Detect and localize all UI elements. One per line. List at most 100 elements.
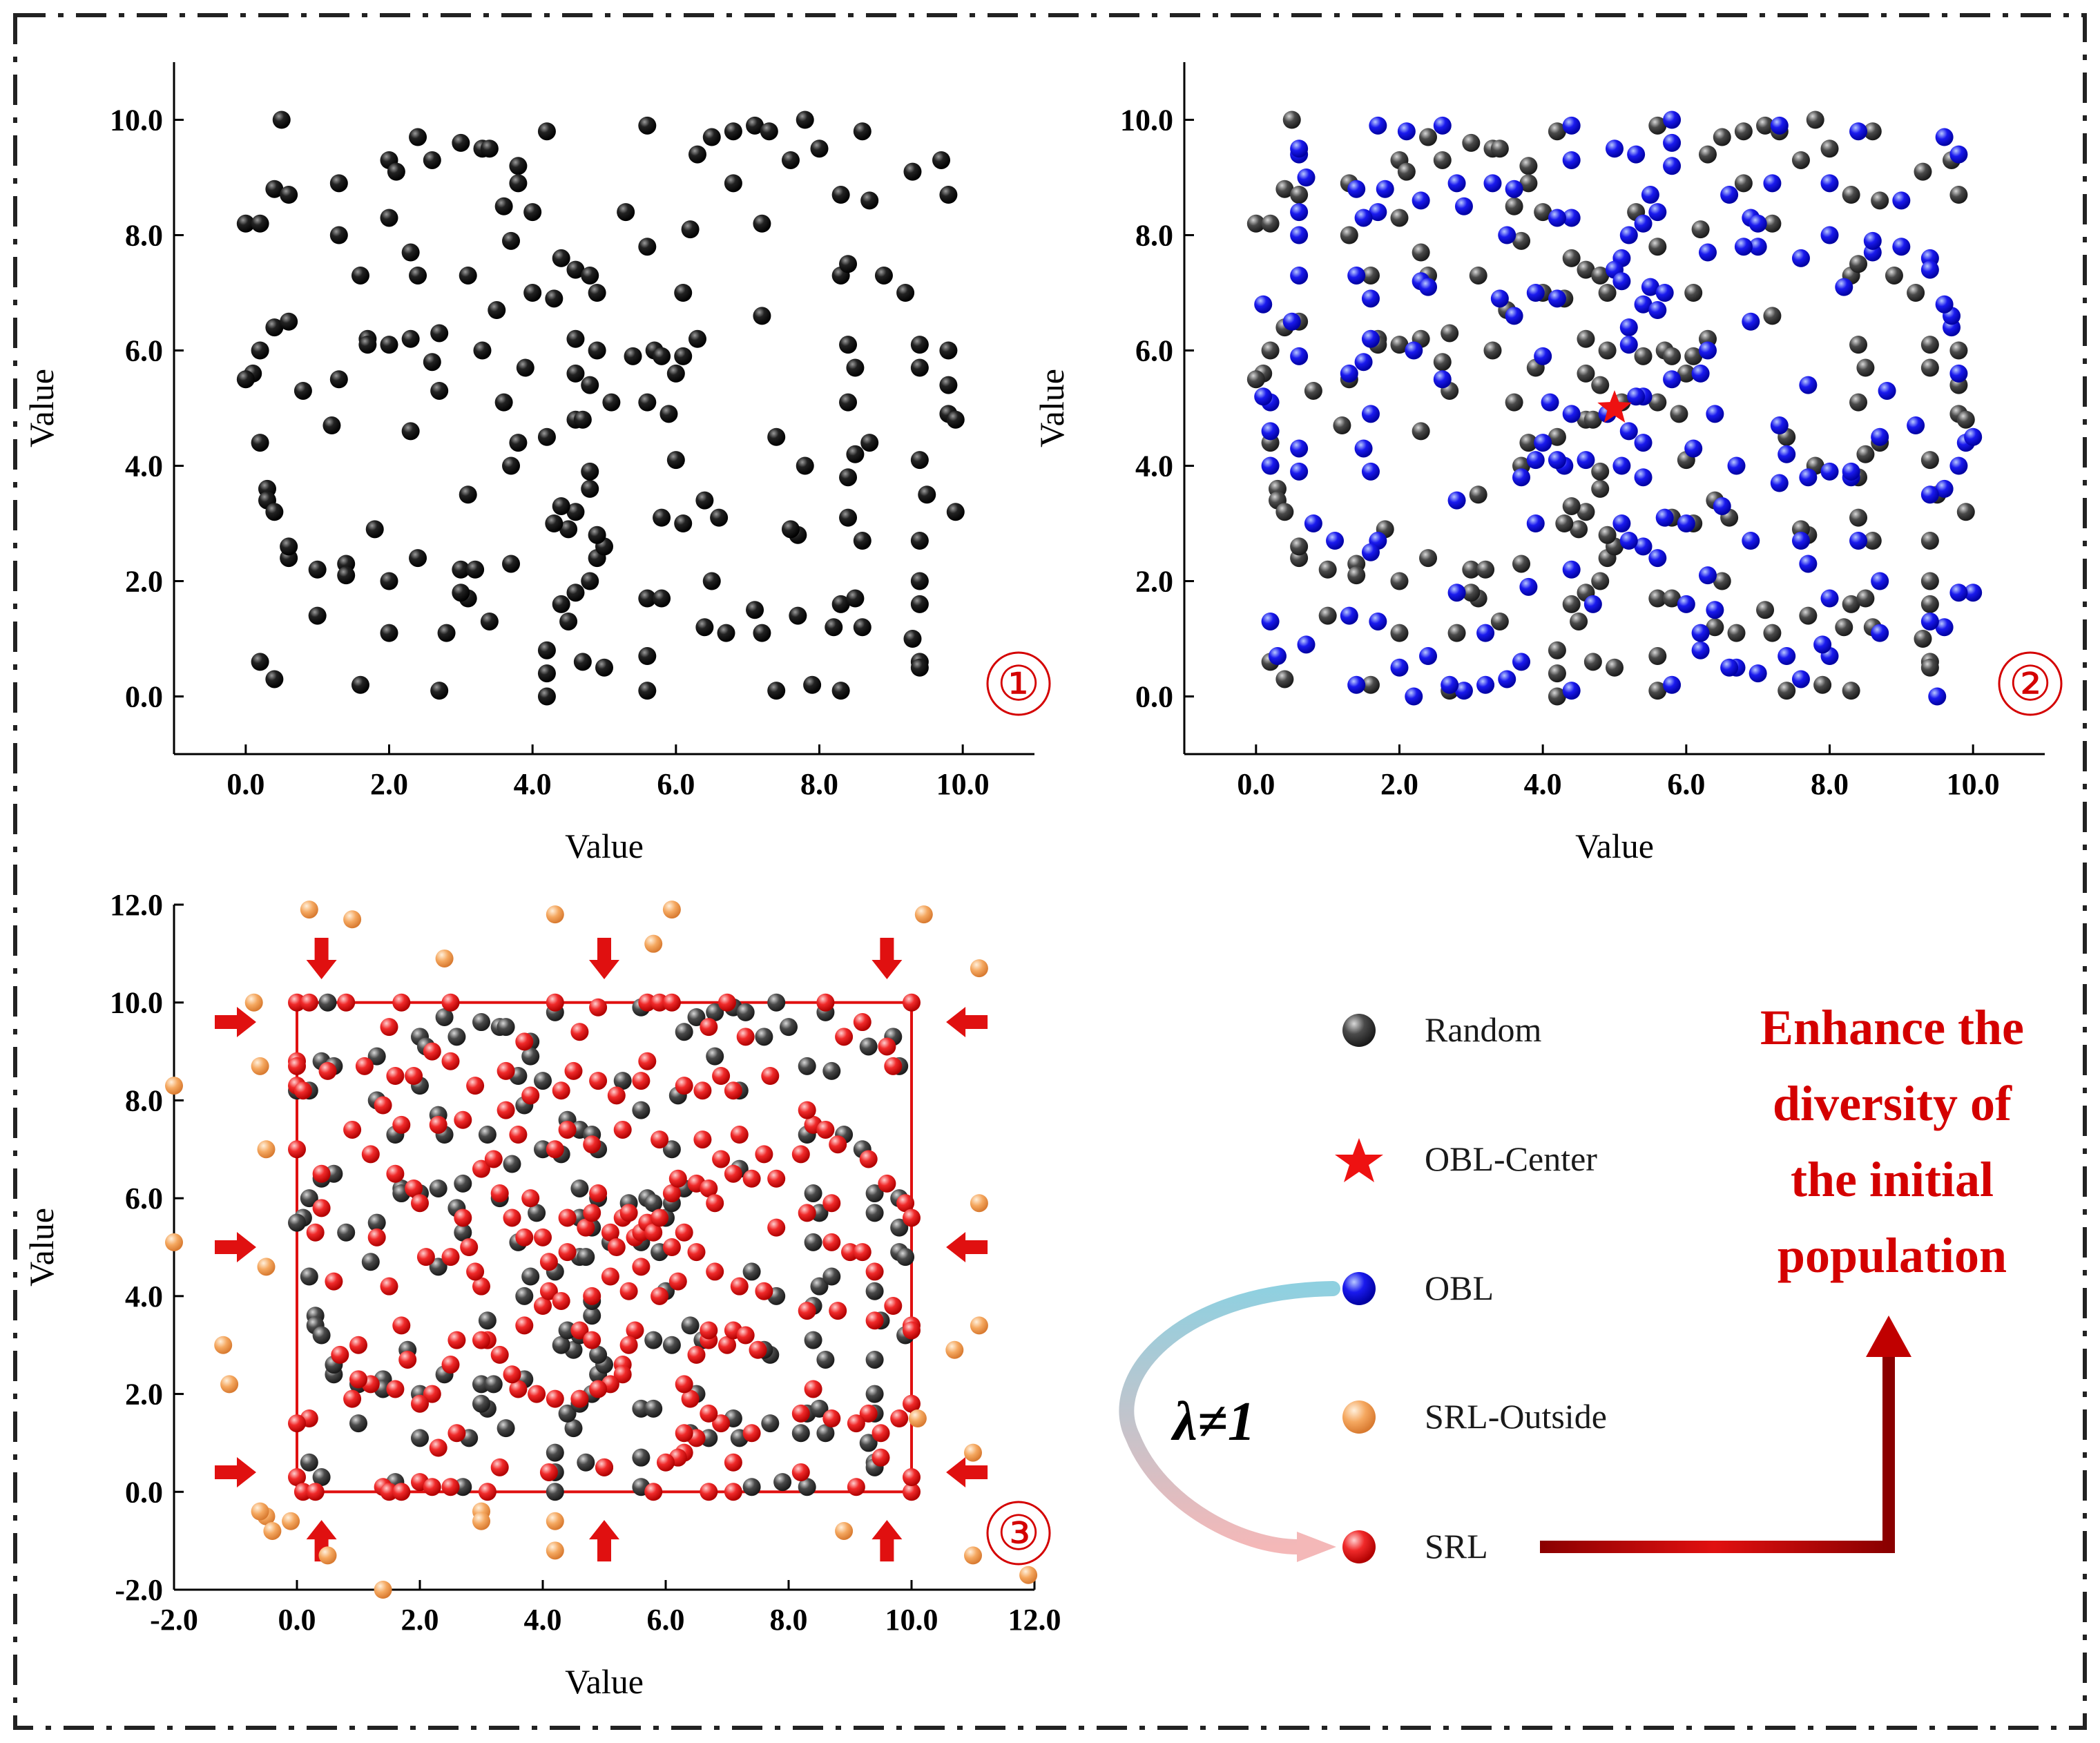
data-point (1347, 566, 1366, 585)
data-point (724, 122, 742, 141)
data-point (1612, 272, 1631, 291)
data-point (791, 1145, 810, 1164)
data-point (441, 1052, 460, 1070)
data-point (490, 1458, 509, 1476)
data-point (564, 1061, 583, 1080)
data-point (1577, 260, 1595, 279)
data-point (365, 520, 384, 539)
panel-number-3: ③ (986, 1501, 1051, 1566)
x-tick-label: -2.0 (150, 1603, 198, 1637)
data-point (632, 1072, 651, 1090)
data-point (1778, 445, 1796, 463)
data-point (662, 993, 681, 1012)
data-point (1297, 635, 1316, 654)
data-point (644, 1399, 663, 1418)
data-point (601, 1223, 619, 1242)
y-tick-label: 0.0 (1135, 680, 1173, 714)
data-point (1799, 555, 1818, 573)
data-point (280, 312, 298, 331)
data-point (1369, 116, 1387, 135)
data-point (490, 1184, 509, 1203)
data-point (753, 624, 771, 642)
data-point (1261, 214, 1280, 233)
series-random (236, 110, 965, 706)
data-point (509, 174, 528, 193)
data-point (392, 993, 411, 1012)
data-point (1498, 670, 1516, 688)
data-point (1842, 186, 1860, 204)
scatter-panel-3: -2.0 0.0 2.0 4.0 6.0 8.0 10.0 12.0 -2.0 0.0 2.0 4.0… (22, 888, 1061, 1701)
data-point (804, 1233, 822, 1251)
data-point (337, 993, 356, 1012)
data-point (1928, 687, 1947, 706)
data-point (1354, 439, 1373, 458)
data-point (392, 1115, 411, 1134)
data-point (509, 1380, 528, 1398)
data-point (322, 416, 341, 435)
svg-text:diversity of: diversity of (1773, 1076, 2012, 1131)
data-point (1677, 364, 1695, 383)
data-point (1390, 624, 1409, 642)
data-point (839, 508, 858, 527)
y-tick-label: -2.0 (115, 1573, 163, 1607)
legend: Random OBL-Center OBL SRL-Outside SRL (1335, 1010, 1607, 1566)
data-point (662, 901, 681, 919)
data-point (523, 284, 542, 302)
data-point (589, 1072, 608, 1090)
data-point (1548, 664, 1566, 683)
data-point (816, 1120, 835, 1139)
data-point (392, 1483, 411, 1501)
data-point (1663, 675, 1682, 694)
data-point (1698, 566, 1717, 585)
svg-text:①: ① (997, 658, 1041, 711)
data-point (700, 1179, 718, 1197)
data-point (236, 370, 255, 389)
data-point (1512, 653, 1531, 671)
data-point (1720, 186, 1739, 204)
data-point (865, 1184, 884, 1203)
data-point (265, 318, 284, 337)
x-tick-label: 0.0 (1237, 767, 1275, 801)
data-point (349, 1370, 367, 1389)
arrow-up-icon (1866, 1316, 1911, 1357)
data-point (1246, 214, 1265, 233)
data-point (796, 456, 814, 475)
data-point (1727, 624, 1746, 642)
data-point (1698, 145, 1717, 164)
data-point (681, 220, 700, 239)
data-point (502, 456, 521, 475)
y-tick-label: 2.0 (1135, 565, 1173, 599)
data-point (1749, 214, 1767, 233)
data-point (497, 1018, 515, 1037)
data-point (613, 1365, 632, 1384)
data-point (903, 162, 922, 181)
data-point (1476, 675, 1495, 694)
data-point (1326, 532, 1345, 550)
data-point (1562, 682, 1581, 700)
data-point (1871, 624, 1889, 642)
data-point (638, 238, 657, 256)
data-point (1397, 162, 1416, 181)
panel-number-1: ① (986, 651, 1051, 716)
data-point (265, 670, 284, 688)
x-tick-label: 2.0 (401, 1603, 439, 1637)
data-point (488, 301, 506, 320)
data-point (1591, 266, 1610, 285)
data-point (1598, 341, 1617, 360)
data-point (865, 1311, 884, 1330)
data-point (466, 560, 485, 579)
data-point (1663, 133, 1682, 152)
data-point (1469, 266, 1487, 285)
x-tick-label: 2.0 (1380, 767, 1418, 801)
data-point (1770, 416, 1789, 435)
data-point (675, 1424, 693, 1443)
data-point (1512, 231, 1531, 250)
data-point (1490, 289, 1509, 308)
data-point (710, 508, 729, 527)
data-point (312, 1199, 331, 1217)
data-point (588, 341, 606, 360)
data-point (853, 1243, 871, 1262)
data-point (653, 347, 671, 365)
data-point (730, 1277, 749, 1296)
data-point (472, 1331, 490, 1349)
